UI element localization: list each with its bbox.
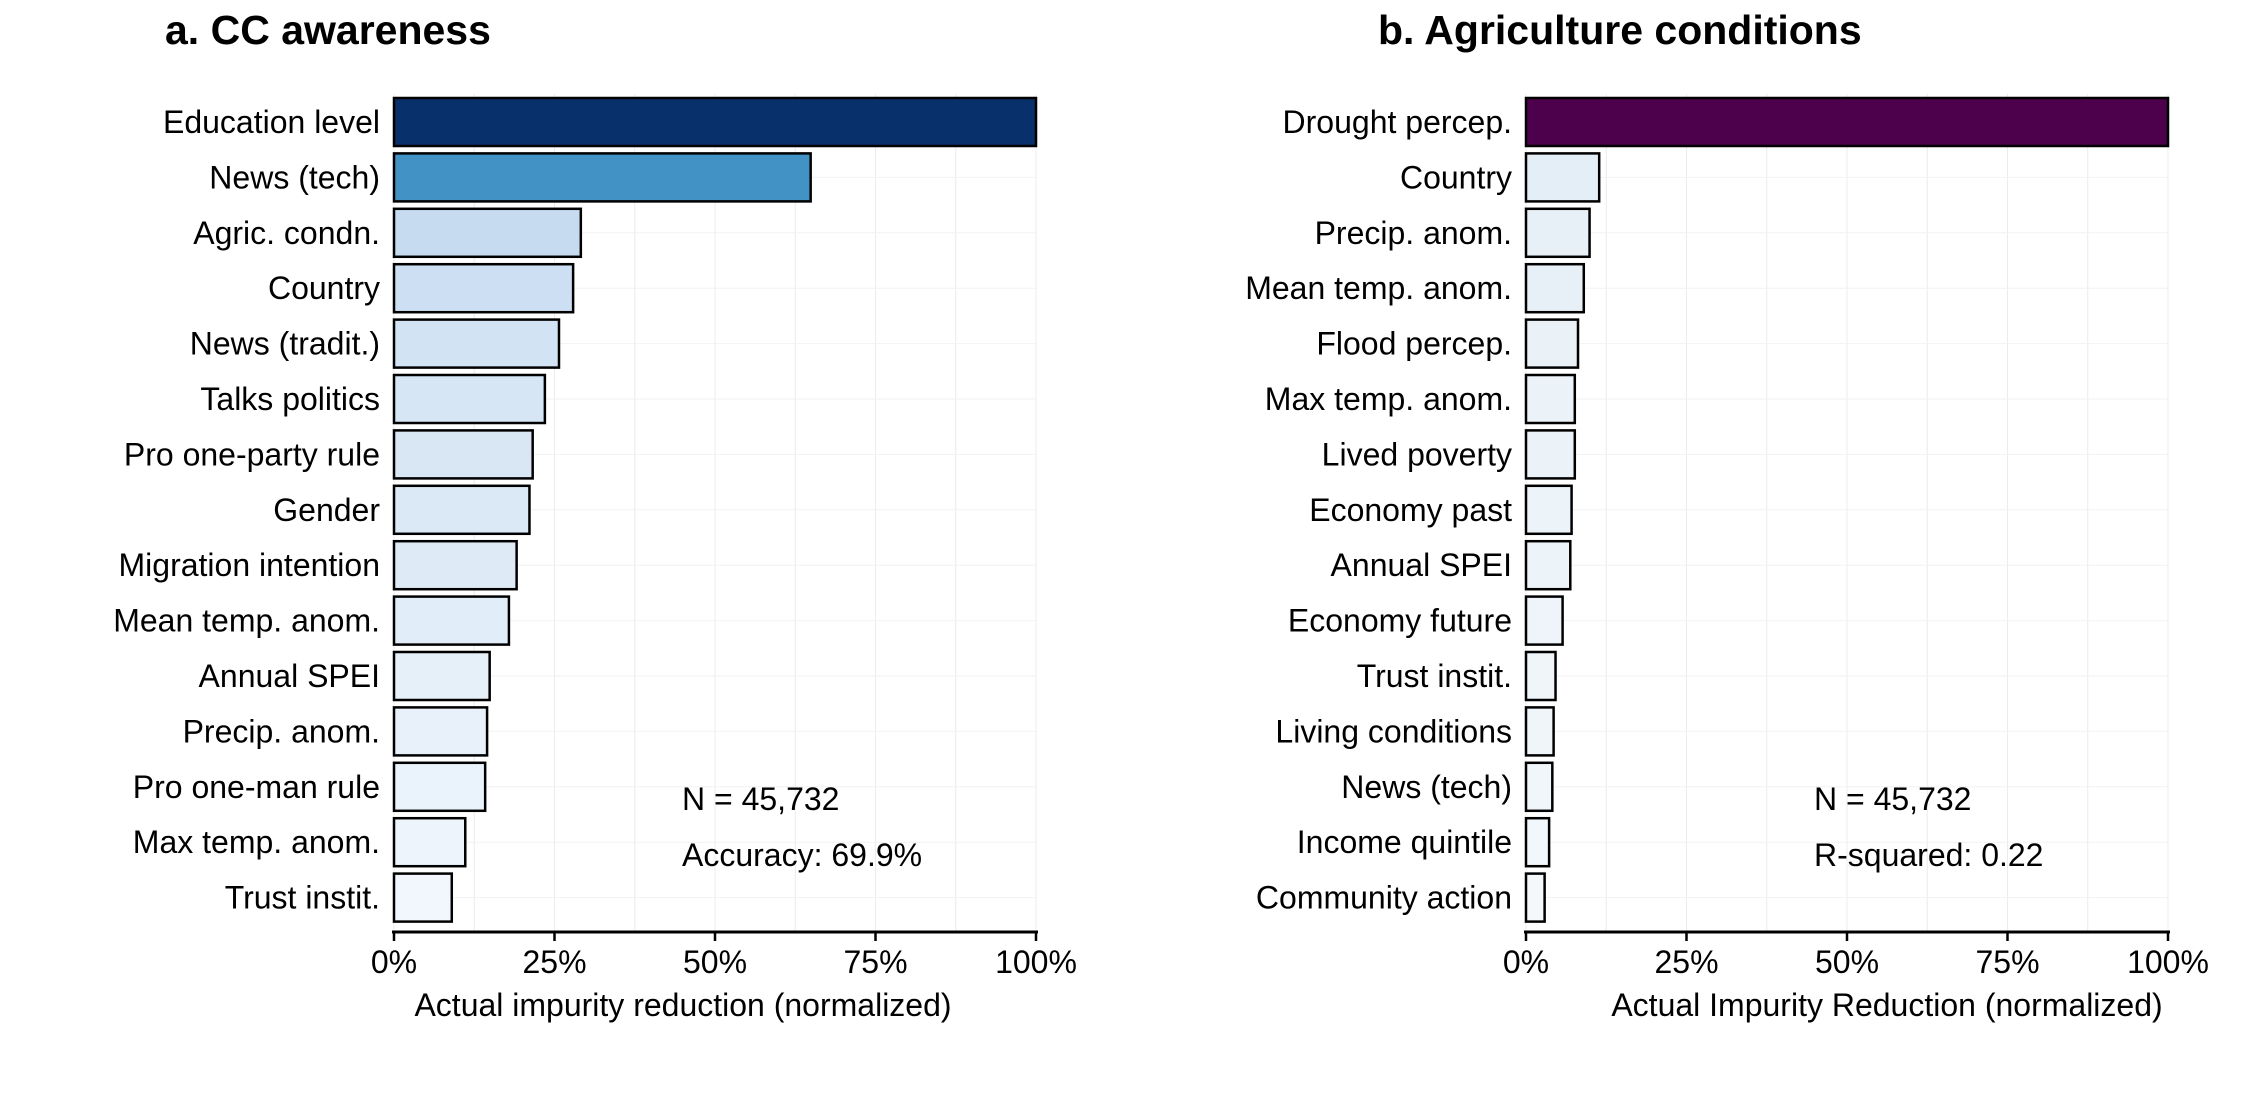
panel-a-sample-size: N = 45,732	[682, 781, 839, 817]
panel-b-category-label: Max temp. anom.	[1265, 381, 1512, 417]
panel-b-category-label: News (tech)	[1341, 769, 1512, 805]
panel-a-category-label: News (tech)	[209, 159, 380, 195]
panel-b-category-label: Economy past	[1309, 492, 1512, 528]
panel-a-bar	[392, 152, 812, 203]
panel-a-category-label: Talks politics	[200, 381, 380, 417]
panel-b-x-ticks: 0% 25% 50% 75% 100%	[1503, 932, 2209, 980]
panel-b-sample-size: N = 45,732	[1814, 781, 1971, 817]
panel-b-bar	[1524, 96, 2170, 148]
panel-a-category-label: News (tradit.)	[190, 326, 380, 362]
panel-a-bar	[392, 318, 561, 369]
panel-b-category-label: Annual SPEI	[1331, 547, 1512, 583]
panel-b-category-label: Community action	[1256, 880, 1512, 916]
panel-a-category-label: Country	[268, 270, 380, 306]
panel-b-category-label: Flood percep.	[1316, 326, 1512, 362]
panel-a-category-labels: Education level News (tech) Agric. condn. C…	[113, 104, 380, 916]
panel-b-bar	[1524, 484, 1573, 536]
panel-a-bar	[392, 872, 454, 923]
panel-a-category-label: Education level	[163, 104, 380, 140]
panel-b-bar	[1524, 595, 1564, 646]
panel-a-bar	[392, 650, 491, 702]
panel-a-bar	[392, 262, 575, 314]
panel-a-bar	[392, 207, 583, 259]
panel-a-bar	[392, 484, 531, 536]
panel-a-x-tick-label: 100%	[995, 944, 1077, 980]
panel-a-category-label: Precip. anom.	[183, 713, 380, 749]
panel-b-x-tick-label: 100%	[2127, 944, 2209, 980]
panel-b-x-axis-label: Actual Impurity Reduction (normalized)	[1611, 987, 2162, 1023]
panel-a-bars	[392, 96, 1038, 923]
panel-a-grid	[393, 94, 1037, 932]
panel-b-category-labels: Drought percep. Country Precip. anom. Mean …	[1245, 104, 1512, 916]
panel-b-x-tick-label: 0%	[1503, 944, 1549, 980]
panel-a-category-label: Migration intention	[119, 547, 380, 583]
panel-b-category-label: Economy future	[1288, 603, 1512, 639]
panel-b-x-tick-label: 75%	[1975, 944, 2039, 980]
panel-a-title: a. CC awareness	[165, 7, 491, 53]
panel-b-bars	[1524, 96, 2170, 923]
panel-a-bar	[392, 595, 511, 646]
panel-b-bar	[1524, 650, 1557, 702]
panel-b-category-label: Living conditions	[1275, 713, 1512, 749]
panel-b-x-tick-label: 25%	[1654, 944, 1718, 980]
panel-a-category-label: Max temp. anom.	[133, 824, 380, 860]
panel-a-category-label: Pro one-party rule	[124, 436, 380, 472]
panel-b-bar	[1524, 152, 1601, 203]
panel-a-x-tick-label: 50%	[683, 944, 747, 980]
panel-b-category-label: Country	[1400, 159, 1512, 195]
panel-b-bar	[1524, 373, 1577, 425]
panel-a-category-label: Gender	[273, 492, 380, 528]
panel-b-category-label: Precip. anom.	[1315, 215, 1512, 251]
panel-b-bar	[1524, 761, 1554, 813]
panel-b-category-label: Lived poverty	[1322, 436, 1512, 472]
panel-a-x-tick-label: 25%	[522, 944, 586, 980]
panel-b-category-label: Drought percep.	[1283, 104, 1512, 140]
panel-a-bar	[392, 816, 467, 868]
panel-a-x-axis-label: Actual impurity reduction (normalized)	[414, 987, 951, 1023]
panel-b-bar	[1524, 706, 1555, 757]
panel-b-r-squared: R-squared: 0.22	[1814, 837, 2043, 873]
panel-cc-awareness: a. CC awareness Education level News (tec…	[113, 7, 1077, 1023]
panel-a-bar	[392, 761, 487, 813]
panel-a-category-label: Pro one-man rule	[133, 769, 380, 805]
panel-a-category-label: Agric. condn.	[193, 215, 380, 251]
panel-a-category-label: Mean temp. anom.	[113, 603, 380, 639]
panel-a-accuracy: Accuracy: 69.9%	[682, 837, 922, 873]
panel-b-bar	[1524, 207, 1591, 259]
panel-a-bar	[392, 706, 489, 757]
panel-a-bar	[392, 539, 518, 591]
panel-b-x-tick-label: 50%	[1815, 944, 1879, 980]
panel-b-category-label: Trust instit.	[1357, 658, 1512, 694]
panel-b-category-label: Income quintile	[1297, 824, 1512, 860]
panel-agriculture-conditions: b. Agriculture conditions Drought percep…	[1245, 7, 2209, 1023]
panel-b-category-label: Mean temp. anom.	[1245, 270, 1512, 306]
panel-b-bar	[1524, 318, 1580, 369]
panel-a-category-label: Annual SPEI	[199, 658, 380, 694]
panel-a-bar	[392, 429, 534, 480]
panel-a-category-label: Trust instit.	[225, 880, 380, 916]
panel-b-bar	[1524, 539, 1572, 591]
panel-a-x-tick-label: 75%	[843, 944, 907, 980]
panel-b-title: b. Agriculture conditions	[1378, 7, 1862, 53]
panel-b-bar	[1524, 816, 1551, 868]
panel-b-bar	[1524, 262, 1586, 314]
panel-a-bar	[392, 96, 1038, 148]
panel-a-bar	[392, 373, 547, 425]
panel-b-bar	[1524, 429, 1577, 480]
panel-a-x-ticks: 0% 25% 50% 75% 100%	[371, 932, 1077, 980]
panel-a-x-tick-label: 0%	[371, 944, 417, 980]
panel-b-bar	[1524, 872, 1546, 923]
